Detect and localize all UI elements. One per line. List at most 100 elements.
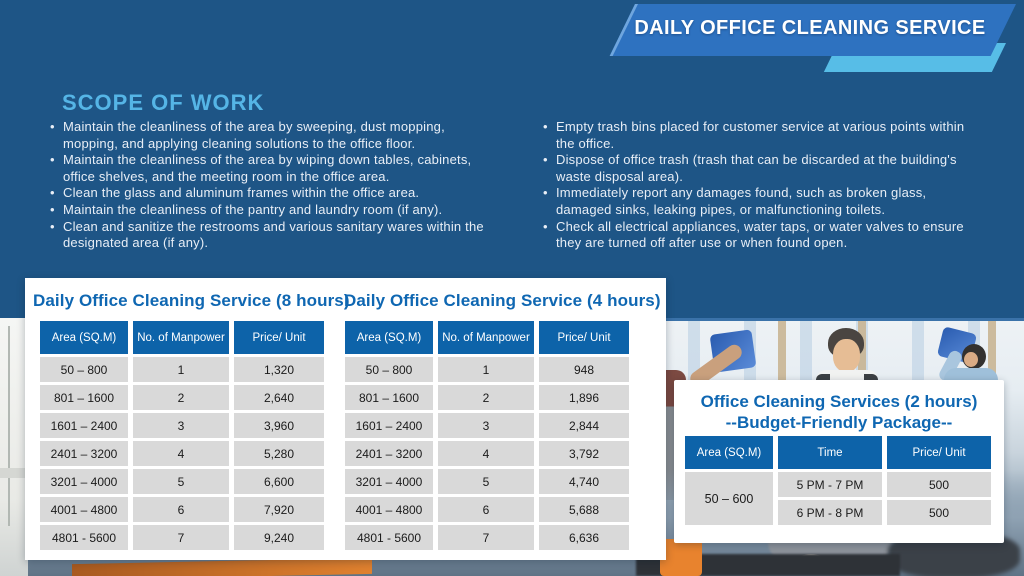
- table-row: 4801 - 5600 7 9,240: [40, 525, 324, 550]
- cell-price: 6,600: [234, 469, 324, 494]
- cell-manpower: 5: [438, 469, 534, 494]
- cell-time: 6 PM - 8 PM: [778, 500, 882, 525]
- col-header-price: Price/ Unit: [887, 436, 991, 469]
- bullet-item: Clean and sanitize the restrooms and var…: [50, 219, 498, 252]
- table-row: 4001 – 4800 6 5,688: [345, 497, 629, 522]
- col-header-area: Area (SQ.M): [40, 321, 128, 354]
- cell-manpower: 7: [133, 525, 229, 550]
- cell-area: 2401 – 3200: [345, 441, 433, 466]
- col-header-price: Price/ Unit: [539, 321, 629, 354]
- photo-cleaner-face: [964, 352, 978, 367]
- table-row: 50 – 800 1 1,320: [40, 357, 324, 382]
- col-header-price: Price/ Unit: [234, 321, 324, 354]
- cell-manpower: 1: [438, 357, 534, 382]
- photo-orange-bucket: [660, 539, 702, 576]
- bullet-item: Check all electrical appliances, water t…: [543, 219, 985, 252]
- cell-price: 5,280: [234, 441, 324, 466]
- col-header-area: Area (SQ.M): [685, 436, 773, 469]
- cell-manpower: 1: [133, 357, 229, 382]
- col-header-area: Area (SQ.M): [345, 321, 433, 354]
- cell-price: 948: [539, 357, 629, 382]
- bullet-item: Maintain the cleanliness of the area by …: [50, 119, 498, 152]
- cell-area: 4001 – 4800: [40, 497, 128, 522]
- cell-manpower: 6: [133, 497, 229, 522]
- cell-price: 4,740: [539, 469, 629, 494]
- table-row: 6 PM - 8 PM 500: [685, 500, 991, 525]
- photo-left-wall: [0, 318, 28, 576]
- bullet-item: Empty trash bins placed for customer ser…: [543, 119, 985, 152]
- scope-bullets-right: Empty trash bins placed for customer ser…: [543, 119, 985, 252]
- scope-of-work-heading: SCOPE OF WORK: [62, 90, 265, 115]
- cell-area: 3201 – 4000: [345, 469, 433, 494]
- table-row: 2401 – 3200 4 3,792: [345, 441, 629, 466]
- cell-price: 9,240: [234, 525, 324, 550]
- photo-wall-line: [8, 326, 10, 526]
- cell-manpower: 2: [133, 385, 229, 410]
- table-row: 801 – 1600 2 1,896: [345, 385, 629, 410]
- table-header-row: Area (SQ.M) No. of Manpower Price/ Unit: [40, 321, 324, 354]
- table-row: 3201 – 4000 5 6,600: [40, 469, 324, 494]
- table-row: 50 – 600 5 PM - 7 PM 500: [685, 472, 991, 525]
- bullet-item: Maintain the cleanliness of the pantry a…: [50, 202, 498, 219]
- cell-time: 5 PM - 7 PM: [778, 472, 882, 497]
- cell-area: 1601 – 2400: [40, 413, 128, 438]
- table-row: 4001 – 4800 6 7,920: [40, 497, 324, 522]
- cell-price: 6,636: [539, 525, 629, 550]
- table-row: 1601 – 2400 3 3,960: [40, 413, 324, 438]
- table-header-row: Area (SQ.M) No. of Manpower Price/ Unit: [345, 321, 629, 354]
- table-2h-title-line1: Office Cleaning Services (2 hours): [700, 392, 978, 411]
- cell-manpower: 4: [133, 441, 229, 466]
- cell-area: 50 – 600: [685, 472, 773, 525]
- cell-manpower: 5: [133, 469, 229, 494]
- table-8h: Area (SQ.M) No. of Manpower Price/ Unit …: [35, 318, 329, 553]
- cell-manpower: 4: [438, 441, 534, 466]
- table-row: 801 – 1600 2 2,640: [40, 385, 324, 410]
- cell-area: 4001 – 4800: [345, 497, 433, 522]
- cell-price: 3,792: [539, 441, 629, 466]
- cell-area: 3201 – 4000: [40, 469, 128, 494]
- bullet-item: Dispose of office trash (trash that can …: [543, 152, 985, 185]
- cell-price: 500: [887, 500, 991, 525]
- cell-price: 500: [887, 472, 991, 497]
- photo-wall-band: [0, 468, 28, 478]
- bullet-item: Immediately report any damages found, su…: [543, 185, 985, 218]
- table-row: 50 – 800 1 948: [345, 357, 629, 382]
- table-2h-title: Office Cleaning Services (2 hours) --Bud…: [674, 391, 1004, 433]
- table-row: 1601 – 2400 3 2,844: [345, 413, 629, 438]
- cell-area: 4801 - 5600: [345, 525, 433, 550]
- cell-manpower: 3: [133, 413, 229, 438]
- table-header-row: Area (SQ.M) Time Price/ Unit: [685, 436, 991, 469]
- slide-title: DAILY OFFICE CLEANING SERVICE: [634, 17, 986, 39]
- table-row: 2401 – 3200 4 5,280: [40, 441, 324, 466]
- cell-area: 1601 – 2400: [345, 413, 433, 438]
- cell-area: 50 – 800: [40, 357, 128, 382]
- cell-manpower: 6: [438, 497, 534, 522]
- cell-price: 3,960: [234, 413, 324, 438]
- cell-price: 2,844: [539, 413, 629, 438]
- bullet-item: Maintain the cleanliness of the area by …: [50, 152, 498, 185]
- scope-bullets-left: Maintain the cleanliness of the area by …: [50, 119, 498, 252]
- col-header-manpower: No. of Manpower: [438, 321, 534, 354]
- cell-area: 50 – 800: [345, 357, 433, 382]
- bullet-item: Clean the glass and aluminum frames with…: [50, 185, 498, 202]
- cell-price: 5,688: [539, 497, 629, 522]
- photo-woman-face: [833, 339, 860, 372]
- col-header-manpower: No. of Manpower: [133, 321, 229, 354]
- table-4h-title: Daily Office Cleaning Service (4 hours): [344, 291, 661, 310]
- photo-floor-shadow: [636, 554, 900, 576]
- cell-area: 4801 - 5600: [40, 525, 128, 550]
- table-2h: Area (SQ.M) Time Price/ Unit 50 – 600 5 …: [680, 433, 996, 528]
- table-2h-title-line2: --Budget-Friendly Package--: [725, 413, 953, 432]
- cell-area: 801 – 1600: [40, 385, 128, 410]
- cell-price: 7,920: [234, 497, 324, 522]
- cell-area: 2401 – 3200: [40, 441, 128, 466]
- table-4h: Area (SQ.M) No. of Manpower Price/ Unit …: [340, 318, 634, 553]
- cell-price: 2,640: [234, 385, 324, 410]
- cell-price: 1,896: [539, 385, 629, 410]
- table-row: 4801 - 5600 7 6,636: [345, 525, 629, 550]
- pricing-card-main: Daily Office Cleaning Service (8 hours) …: [25, 278, 666, 560]
- cell-price: 1,320: [234, 357, 324, 382]
- table-8h-title: Daily Office Cleaning Service (8 hours): [33, 291, 350, 310]
- pricing-card-budget: Office Cleaning Services (2 hours) --Bud…: [674, 380, 1004, 543]
